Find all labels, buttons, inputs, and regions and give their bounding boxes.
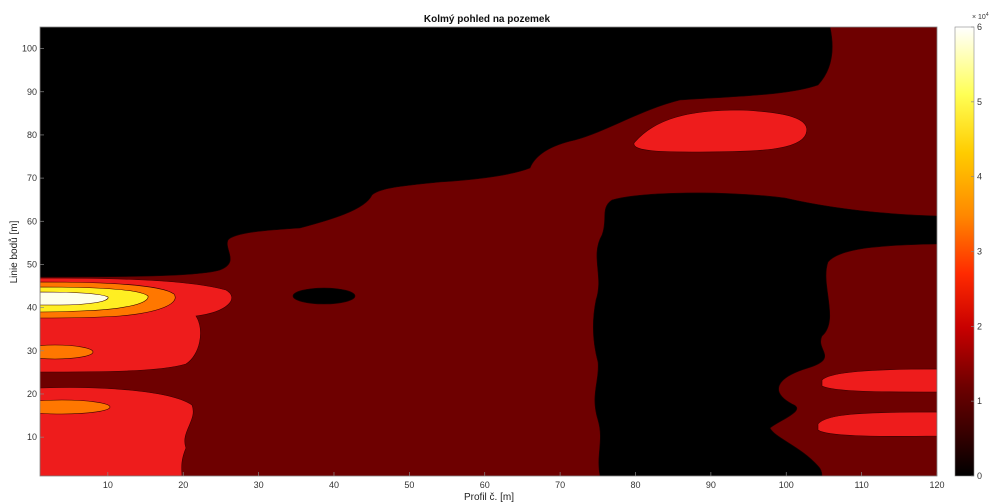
y-tick-label: 100: [22, 44, 37, 54]
x-tick-label: 90: [706, 480, 716, 490]
colorbar-tick-label: 0: [977, 471, 982, 481]
x-tick-label: 120: [929, 480, 944, 490]
y-tick-label: 90: [27, 87, 37, 97]
plot-area: [40, 27, 937, 476]
contour-region-orange-small-b: [40, 399, 111, 415]
y-tick-label: 80: [27, 130, 37, 140]
x-tick-label: 50: [404, 480, 414, 490]
x-tick-label: 110: [854, 480, 868, 490]
contour-region-red-right-a: [821, 368, 937, 393]
colorbar-tick-label: 3: [977, 247, 982, 257]
contour-region-red-right-b: [817, 411, 937, 437]
x-axis-ticks: 10 20 30 40 50 60 70 80 90 100 110 120: [103, 472, 945, 490]
contour-region-black-oval: [292, 287, 356, 305]
y-tick-label: 70: [27, 173, 37, 183]
chart-title: Kolmý pohled na pozemek: [424, 14, 551, 25]
plot-frame: [39, 26, 938, 477]
contour-region-peak: [40, 291, 109, 306]
y-axis-label: Linie bodů [m]: [8, 220, 20, 283]
y-tick-label: 40: [27, 303, 37, 313]
contour-region-orange-small-a: [40, 344, 94, 360]
contour-region-red-upper-right: [633, 109, 808, 153]
y-tick-label: 30: [27, 346, 37, 356]
colorbar-ticks: 0 1 2 3 4 5 6: [971, 22, 982, 481]
contour-region-black-upper: [40, 27, 833, 278]
y-tick-label: 60: [27, 216, 37, 226]
x-tick-label: 20: [178, 480, 188, 490]
y-tick-label: 10: [27, 432, 37, 442]
x-axis-label: Profil č. [m]: [464, 492, 514, 502]
colorbar-exponent-base: × 10: [972, 14, 986, 21]
x-tick-label: 70: [555, 480, 565, 490]
y-tick-label: 20: [27, 389, 37, 399]
x-tick-label: 40: [329, 480, 339, 490]
colorbar-tick-label: 5: [977, 97, 982, 107]
colorbar-tick-label: 4: [977, 172, 982, 182]
x-tick-label: 60: [480, 480, 490, 490]
x-tick-label: 100: [779, 480, 794, 490]
x-tick-label: 80: [630, 480, 640, 490]
colorbar-tick-label: 1: [977, 396, 982, 406]
colorbar-exponent-power: 4: [986, 12, 989, 18]
y-tick-label: 50: [27, 259, 37, 269]
colorbar-exponent: × 104: [972, 12, 989, 21]
colorbar-tick-label: 2: [977, 321, 982, 331]
x-tick-label: 10: [103, 480, 113, 490]
x-tick-label: 30: [254, 480, 264, 490]
contour-region-black-right: [592, 192, 937, 476]
colorbar-tick-label: 6: [977, 22, 982, 32]
y-axis-ticks: 10 20 30 40 50 60 70 80 90 100: [22, 44, 44, 442]
